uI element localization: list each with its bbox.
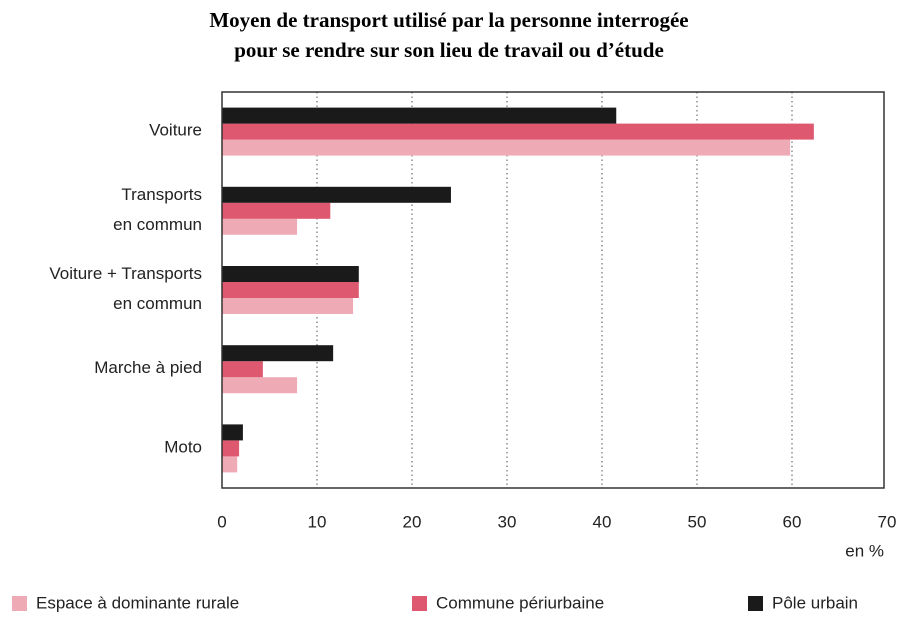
bar (222, 282, 359, 298)
y-tick-label-line: en commun (113, 294, 202, 313)
x-tick-label: 50 (688, 512, 707, 531)
y-tick-label: Marche à pied (94, 359, 202, 378)
x-tick-label: 0 (217, 512, 226, 531)
y-tick-label: Voiture (149, 121, 202, 140)
x-tick-label: 10 (308, 512, 327, 531)
bar (222, 424, 243, 441)
y-tick-label: Moto (164, 438, 202, 457)
y-tick-label-line: Voiture + Transports (49, 264, 202, 283)
x-axis-unit: en % (845, 541, 884, 560)
bar (222, 139, 791, 156)
legend-swatch (748, 596, 763, 611)
bar (222, 440, 240, 457)
bar (222, 298, 354, 314)
legend-label: Pôle urbain (772, 593, 858, 612)
chart-title: pour se rendre sur son lieu de travail o… (234, 38, 664, 62)
y-tick-label-line: Voiture (149, 121, 202, 140)
bar (222, 218, 298, 235)
x-tick-label: 40 (593, 512, 612, 531)
bar (222, 345, 334, 362)
y-tick-label-line: Moto (164, 438, 202, 457)
x-tick-label: 30 (498, 512, 517, 531)
legend-label: Commune périurbaine (436, 593, 604, 612)
bar (222, 456, 238, 473)
bar (222, 123, 814, 140)
bar (222, 186, 451, 203)
bar (222, 107, 617, 124)
legend-label: Espace à dominante rurale (36, 593, 239, 612)
x-tick-label: 70 (878, 512, 897, 531)
plot-frame (221, 91, 885, 489)
bar (222, 377, 298, 394)
y-tick-label: Transports en commun (113, 185, 202, 234)
chart-title: Moyen de transport utilisé par la person… (209, 8, 688, 32)
y-tick-label: Voiture + Transports en commun (49, 264, 202, 313)
y-tick-label-line: Marche à pied (94, 359, 202, 378)
x-tick-label: 20 (403, 512, 422, 531)
bar (222, 266, 359, 282)
bar (222, 202, 331, 219)
y-tick-label-line: Transports (121, 185, 202, 204)
y-tick-label-line: en commun (113, 215, 202, 234)
legend-swatch (12, 596, 27, 611)
x-tick-label: 60 (783, 512, 802, 531)
bar (222, 361, 263, 378)
legend-swatch (412, 596, 427, 611)
